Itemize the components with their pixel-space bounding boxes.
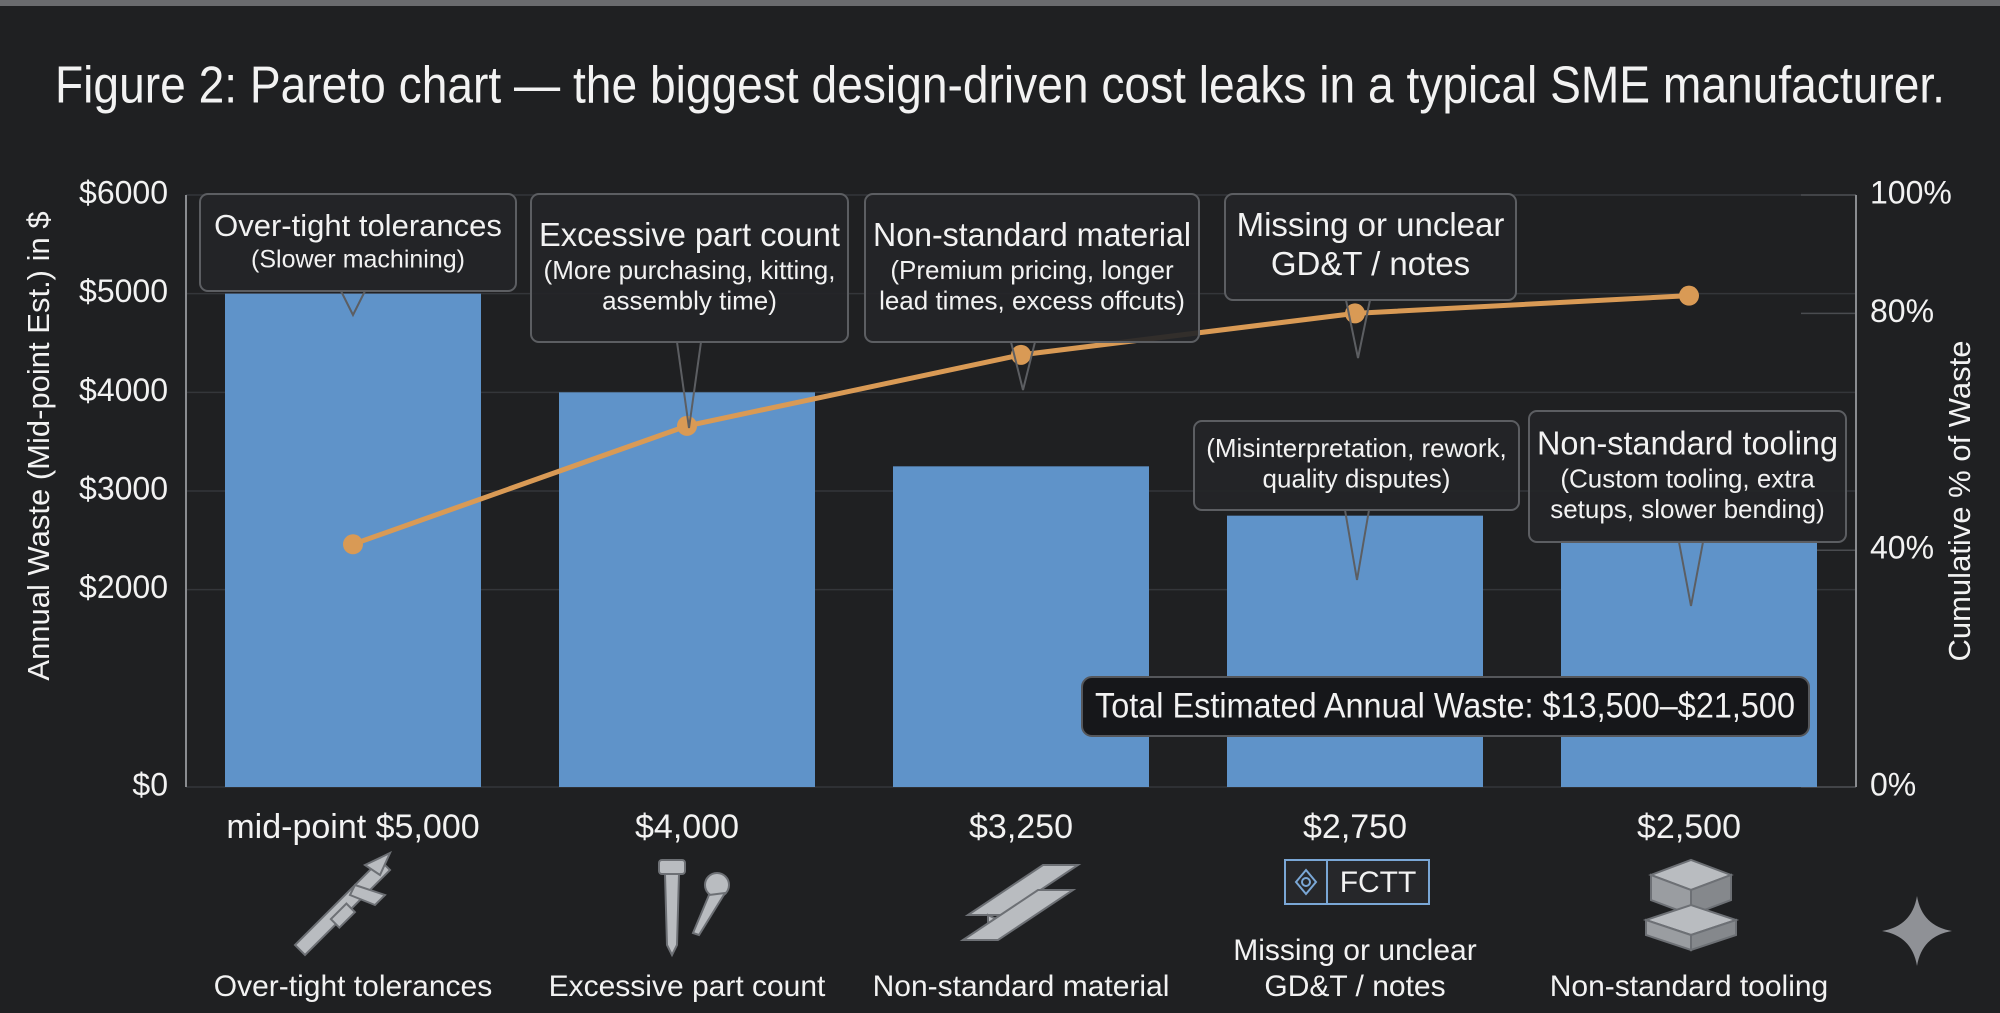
callout: Excessive part count(More purchasing, ki… xyxy=(530,193,849,429)
callout: Non-standard tooling(Custom tooling, ext… xyxy=(1528,410,1847,607)
callout-text: (Custom tooling, extra xyxy=(1560,464,1815,494)
callout-pointer xyxy=(1678,541,1704,607)
y-tick-label: $2000 xyxy=(79,569,168,605)
total-note-text: Total Estimated Annual Waste: $13,500–$2… xyxy=(1095,686,1795,725)
callout-text: (Slower machining) xyxy=(251,245,465,273)
callout-pointer xyxy=(340,290,366,318)
callout-text: lead times, excess offcuts) xyxy=(879,286,1185,316)
callout: Non-standard material(Premium pricing, l… xyxy=(864,193,1200,391)
callout-text: Missing or unclear xyxy=(1237,206,1505,243)
callout-pointer xyxy=(676,341,702,429)
y2-tick-label: 80% xyxy=(1870,293,1934,329)
y-tick-label: $5000 xyxy=(79,273,168,309)
y-tick-label: $4000 xyxy=(79,372,168,408)
callout-pointer xyxy=(1010,341,1036,391)
x-tick-label: Non-standard tooling xyxy=(1549,970,1829,1003)
callout-box xyxy=(530,193,849,343)
callout-text: quality disputes) xyxy=(1263,464,1451,494)
callout-box xyxy=(1528,410,1847,543)
beam-icon xyxy=(959,864,1082,941)
callout-text: (More purchasing, kitting, xyxy=(544,255,836,285)
y2-tick-label: 100% xyxy=(1870,174,1952,210)
callout-pointer xyxy=(1345,299,1371,359)
callout-text: (Misinterpretation, rework, xyxy=(1206,433,1507,463)
callout: (Misinterpretation, rework,quality dispu… xyxy=(1193,420,1520,581)
value-label: $2,750 xyxy=(1303,808,1407,846)
value-label: mid-point $5,000 xyxy=(226,808,479,846)
callout-text: Non-standard tooling xyxy=(1537,425,1838,462)
y-tick-label: $0 xyxy=(132,766,168,802)
callout-box xyxy=(199,193,517,292)
y-tick-label: $6000 xyxy=(79,174,168,210)
callout-text: assembly time) xyxy=(602,286,777,316)
x-tick-label: Missing or unclear GD&T / notes xyxy=(1233,934,1477,1003)
callout-text: GD&T / notes xyxy=(1271,245,1470,282)
cumulative-point xyxy=(677,415,697,436)
x-tick-label: Excessive part count xyxy=(548,970,826,1003)
cumulative-point xyxy=(343,534,363,555)
caliper-icon xyxy=(293,850,393,957)
x-tick-label: Non-standard material xyxy=(872,970,1170,1003)
cumulative-point xyxy=(1679,285,1699,306)
callout-box xyxy=(864,193,1200,343)
gdt-label: FCTT xyxy=(1340,866,1417,899)
callout-box xyxy=(1224,193,1517,301)
callout-box xyxy=(1193,420,1520,511)
callout-text: setups, slower bending) xyxy=(1550,494,1825,524)
value-label: $2,500 xyxy=(1637,808,1741,846)
callout-text: Excessive part count xyxy=(539,216,840,253)
total-note-box xyxy=(1081,676,1810,737)
callout: Over-tight tolerances(Slower machining) xyxy=(199,193,517,318)
y2-tick-label: 0% xyxy=(1870,766,1916,802)
gdt-icon: FCTT xyxy=(1284,859,1430,905)
bar xyxy=(559,392,815,787)
callout-text: (Premium pricing, longer xyxy=(890,255,1174,285)
callout-text: Non-standard material xyxy=(873,216,1191,253)
tooling-icon xyxy=(1642,858,1740,952)
chart-title: Figure 2: Pareto chart — the biggest des… xyxy=(55,57,1945,115)
y2-axis-title: Cumulative % of Waste xyxy=(1942,340,1977,661)
y2-tick-label: 40% xyxy=(1870,530,1934,566)
value-label: $4,000 xyxy=(635,808,739,846)
y-tick-label: $3000 xyxy=(79,470,168,506)
y-axis-title: Annual Waste (Mid-point Est.) in $ xyxy=(21,211,56,680)
bar xyxy=(1561,540,1817,787)
top-border xyxy=(0,0,2000,6)
gdt-symbol xyxy=(1294,868,1318,896)
bar xyxy=(1227,515,1483,787)
callout-text: Over-tight tolerances xyxy=(214,208,502,243)
total-note: Total Estimated Annual Waste: $13,500–$2… xyxy=(1081,676,1810,737)
bar xyxy=(893,466,1149,787)
callout-pointer xyxy=(1344,509,1370,581)
value-label: $3,250 xyxy=(969,808,1073,846)
sparkle-logo xyxy=(1882,896,1952,966)
screw-icon xyxy=(658,859,730,958)
gdt-symbol-dot xyxy=(1301,877,1311,887)
x-tick-label: Over-tight tolerances xyxy=(213,970,493,1003)
